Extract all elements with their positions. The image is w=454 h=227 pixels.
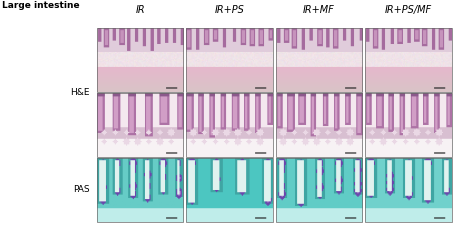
Text: Large intestine: Large intestine: [2, 1, 80, 10]
Text: IR: IR: [135, 5, 145, 15]
Text: PAS: PAS: [73, 185, 90, 194]
Text: IR+MF: IR+MF: [303, 5, 335, 15]
Bar: [276, 28, 362, 92]
Bar: [365, 28, 452, 92]
Bar: [97, 158, 183, 222]
Bar: [365, 158, 452, 222]
Bar: [97, 93, 183, 157]
Bar: [186, 28, 273, 92]
Bar: [186, 93, 273, 157]
Bar: [186, 158, 273, 222]
Bar: [97, 28, 183, 92]
Bar: [365, 93, 452, 157]
Bar: [276, 158, 362, 222]
Bar: [276, 93, 362, 157]
Text: H&E: H&E: [70, 88, 90, 97]
Text: IR+PS/MF: IR+PS/MF: [385, 5, 432, 15]
Text: IR+PS: IR+PS: [215, 5, 244, 15]
